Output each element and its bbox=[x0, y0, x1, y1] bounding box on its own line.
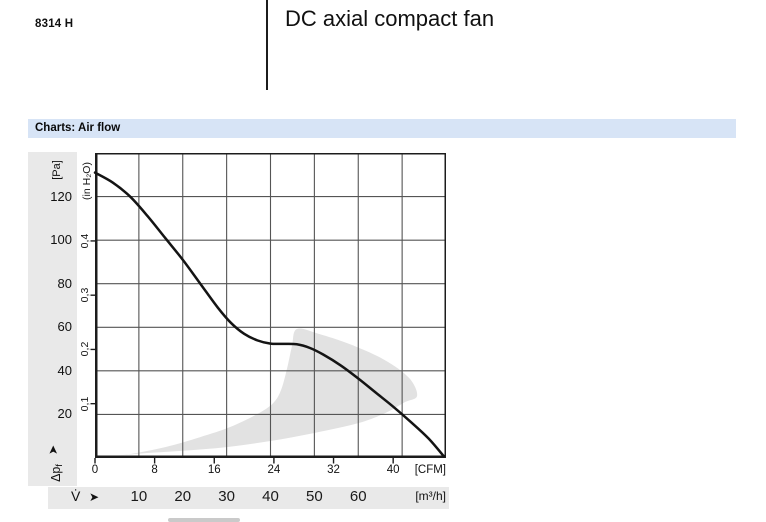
chart-plot-area bbox=[90, 153, 446, 464]
x-axis-unit-cfm: [CFM] bbox=[414, 464, 446, 476]
x-tick-label-cfm: 24 bbox=[267, 464, 281, 476]
x-tick-label-m3h: 40 bbox=[262, 488, 279, 505]
page-title: DC axial compact fan bbox=[285, 6, 495, 31]
y-tick-label-pa: 80 bbox=[57, 275, 72, 291]
x-tick-label-m3h: 50 bbox=[306, 488, 323, 505]
y-tick-label-pa: 100 bbox=[50, 232, 72, 248]
y-axis-direction-arrow-icon: ➤ bbox=[46, 444, 60, 456]
axis-tick-marks bbox=[90, 240, 394, 464]
fan-curve bbox=[93, 171, 446, 458]
x-tick-label-m3h: 10 bbox=[130, 488, 148, 505]
page-edge-artifact bbox=[168, 518, 240, 522]
x-axis-unit-m3h: [m³/h] bbox=[415, 489, 446, 503]
y-tick-label-pa: 60 bbox=[57, 319, 72, 335]
plot-border-heavy bbox=[95, 153, 446, 458]
grid-lines bbox=[95, 153, 446, 458]
x-tick-label-cfm: 32 bbox=[327, 464, 340, 476]
delta-p-subscript: f bbox=[54, 464, 64, 467]
x-axis-direction-arrow-icon: ➤ bbox=[89, 490, 100, 504]
y-tick-label-pa: 20 bbox=[57, 406, 72, 422]
y-tick-label-inh2o: 0,1 bbox=[79, 396, 91, 412]
x-tick-label-m3h: 60 bbox=[349, 488, 367, 505]
operating-range-area bbox=[104, 328, 418, 457]
x-tick-label-cfm: 16 bbox=[207, 464, 221, 476]
y-axis-unit-pa: [Pa] bbox=[51, 160, 63, 180]
x-axis-symbol-vdot: V̇ bbox=[71, 488, 81, 504]
x-tick-label-m3h: 20 bbox=[174, 488, 192, 505]
y-tick-label-inh2o: 0,2 bbox=[79, 342, 91, 357]
y-axis-unit-inh2o: (in H₂O) bbox=[81, 162, 93, 200]
section-banner: Charts: Air flow bbox=[28, 119, 736, 138]
y-tick-label-inh2o: 0,4 bbox=[79, 233, 91, 249]
y-tick-label-pa: 40 bbox=[57, 362, 72, 378]
y-tick-label-inh2o: 0,3 bbox=[79, 287, 91, 303]
header-divider-line bbox=[266, 0, 268, 90]
x-tick-label-cfm: 8 bbox=[151, 464, 158, 476]
x-axis-band bbox=[48, 487, 449, 509]
y-axis-band bbox=[28, 152, 77, 486]
delta-p-text: Δp bbox=[49, 466, 63, 482]
x-tick-label-cfm: 0 bbox=[91, 464, 99, 476]
x-tick-label-cfm: 40 bbox=[386, 464, 400, 476]
product-code: 8314 H bbox=[35, 18, 74, 30]
section-banner-label: Charts: Air flow bbox=[35, 122, 121, 134]
y-tick-label-pa: 120 bbox=[50, 188, 72, 204]
x-tick-label-m3h: 30 bbox=[218, 488, 235, 505]
y-axis-symbol-delta-pf: Δpf bbox=[48, 456, 64, 490]
